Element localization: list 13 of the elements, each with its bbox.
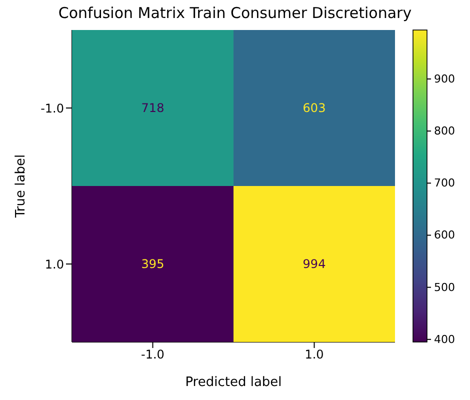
data-label: 395	[141, 257, 164, 271]
color-bar-label: 900	[434, 72, 455, 86]
data-label: 994	[302, 257, 326, 271]
data-label: 718	[141, 101, 164, 115]
color-bar-label: 400	[434, 332, 455, 346]
color-bar-label: 800	[434, 124, 455, 138]
data-label: 603	[302, 101, 326, 115]
color-bar-label: 500	[434, 280, 455, 294]
x-axis-title: Predicted label	[185, 375, 282, 390]
chart-title: Confusion Matrix Train Consumer Discretionary	[57, 4, 413, 22]
color-bar-label: 700	[434, 176, 455, 190]
color-bar-label: 600	[434, 228, 455, 242]
y-axis-title: True label	[14, 154, 29, 219]
